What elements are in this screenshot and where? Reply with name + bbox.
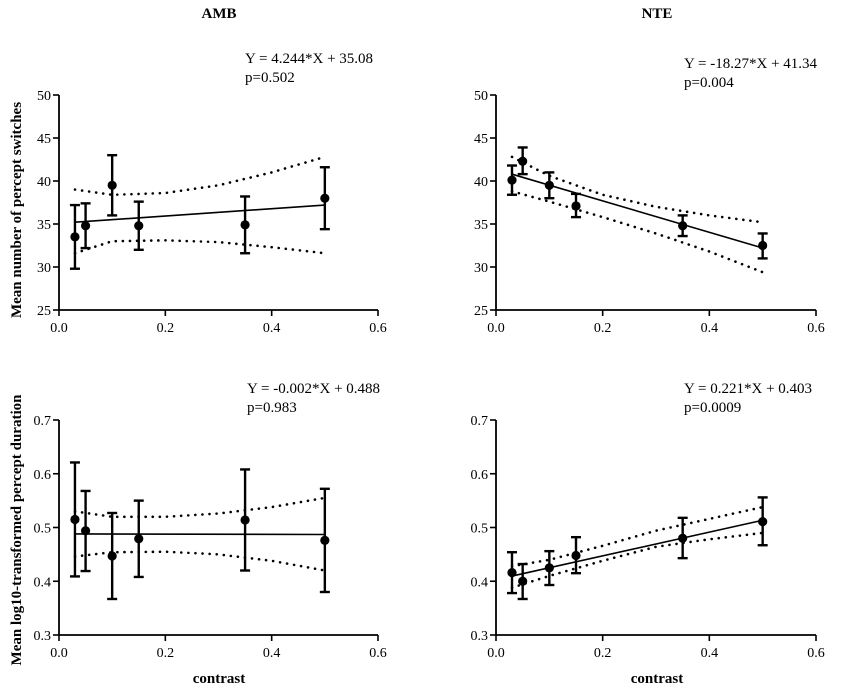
column-title-amb: AMB [202, 6, 237, 22]
x-tick-label: 0.4 [701, 321, 719, 336]
confidence-band-upper [510, 505, 764, 568]
data-point [240, 220, 250, 230]
x-tick-label: 0.6 [369, 646, 387, 661]
data-point [70, 232, 80, 242]
regression-equation: Y = 0.221*X + 0.403 [684, 381, 812, 397]
data-point [678, 221, 688, 231]
y-tick-label: 0.5 [34, 522, 52, 537]
data-point [80, 221, 91, 231]
data-point [107, 551, 117, 561]
regression-equation: Y = -0.002*X + 0.488 [247, 381, 380, 397]
y-tick-label: 35 [37, 218, 51, 233]
p-value-label: p=0.0009 [684, 400, 741, 416]
y-tick-label: 40 [37, 175, 51, 190]
column-title-nte: NTE [642, 6, 673, 22]
confidence-band-lower [73, 550, 327, 572]
y-tick-label: 25 [474, 304, 488, 319]
data-point [678, 533, 688, 543]
p-value-label: p=0.983 [247, 400, 297, 416]
data-point [320, 535, 330, 546]
y-tick-label: 35 [474, 218, 488, 233]
data-point [571, 201, 581, 211]
panel-amb-switches: 25 30 35 40 45 50 0.0 0.2 0.4 0.6 Y = 4.244*X + 35… [37, 51, 387, 336]
data-point [518, 576, 528, 586]
confidence-band-upper [510, 155, 764, 224]
panel-nte-switches: 25 30 35 40 45 50 0.0 0.2 0.4 0.6 Y = -18.27*X + 4… [474, 56, 825, 336]
x-tick-label: 0.6 [807, 646, 825, 661]
y-axis-label-top: Mean number of percept switches [9, 102, 25, 318]
data-point [758, 516, 768, 527]
y-tick-label: 0.4 [471, 575, 489, 590]
x-tick-label: 0.0 [50, 321, 68, 336]
x-tick-label: 0.0 [50, 646, 68, 661]
x-tick-label: 0.2 [157, 646, 175, 661]
y-tick-label: 50 [37, 89, 51, 104]
regression-equation: Y = 4.244*X + 35.08 [245, 51, 373, 67]
x-tick-label: 0.2 [594, 321, 612, 336]
x-tick-label: 0.2 [594, 646, 612, 661]
y-tick-label: 0.5 [471, 522, 489, 537]
y-tick-label: 25 [37, 304, 51, 319]
p-value-label: p=0.004 [684, 75, 734, 91]
data-point [518, 156, 528, 166]
y-tick-label: 0.6 [471, 468, 489, 483]
confidence-band-lower [73, 238, 327, 255]
x-axis-label-left: contrast [193, 671, 246, 687]
y-tick-label: 0.4 [34, 575, 52, 590]
regression-line [74, 204, 325, 224]
x-tick-label: 0.4 [263, 321, 281, 336]
p-value-label: p=0.502 [245, 70, 295, 86]
x-tick-label: 0.6 [369, 321, 387, 336]
data-point [507, 568, 517, 578]
regression-line [511, 173, 763, 249]
confidence-band-upper [73, 496, 327, 519]
regression-line [74, 533, 325, 536]
y-tick-label: 0.3 [34, 629, 52, 644]
x-tick-label: 0.6 [807, 321, 825, 336]
y-tick-label: 45 [474, 132, 488, 147]
y-tick-label: 0.3 [471, 629, 489, 644]
panel-amb-duration: 0.3 0.4 0.5 0.6 0.7 0.0 0.2 0.4 0.6 Y = -0.002*X … [34, 381, 387, 661]
data-point [240, 515, 250, 525]
data-point [544, 180, 554, 190]
data-point [107, 180, 117, 190]
x-axis-label-right: contrast [631, 671, 684, 687]
data-point [544, 563, 554, 573]
y-tick-label: 45 [37, 132, 51, 147]
data-point [134, 534, 144, 544]
y-tick-label: 30 [474, 261, 488, 276]
y-tick-label: 50 [474, 89, 488, 104]
regression-equation: Y = -18.27*X + 41.34 [684, 56, 818, 72]
confidence-band-lower [510, 531, 764, 589]
x-tick-label: 0.0 [487, 321, 505, 336]
y-tick-label: 40 [474, 175, 488, 190]
y-tick-label: 30 [37, 261, 51, 276]
y-tick-label: 0.7 [34, 414, 52, 429]
x-tick-label: 0.0 [487, 646, 505, 661]
y-tick-label: 0.7 [471, 414, 489, 429]
x-tick-label: 0.4 [701, 646, 719, 661]
y-tick-label: 0.6 [34, 468, 52, 483]
x-tick-label: 0.4 [263, 646, 281, 661]
data-point [571, 550, 581, 561]
data-point [134, 221, 144, 231]
y-axis-label-bottom: Mean log10-transformed percept duration [9, 394, 25, 666]
panel-nte-duration: 0.3 0.4 0.5 0.6 0.7 0.0 0.2 0.4 0.6 Y = 0.221*X +… [471, 381, 825, 661]
data-point [758, 240, 768, 251]
data-point [320, 193, 330, 203]
x-tick-label: 0.2 [157, 321, 175, 336]
data-point [80, 526, 91, 536]
data-point [507, 175, 517, 185]
data-point [70, 514, 80, 525]
